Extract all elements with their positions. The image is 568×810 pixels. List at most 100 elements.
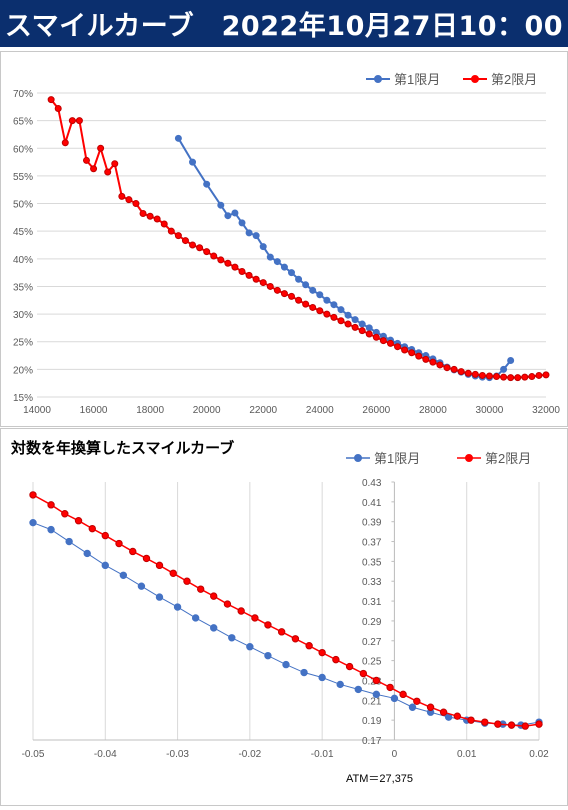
- data-point: [88, 524, 96, 533]
- data-point: [224, 259, 232, 267]
- x-tick-label: 0.01: [457, 749, 477, 760]
- data-point: [203, 248, 211, 256]
- data-point: [305, 642, 313, 650]
- y-tick-label: 0.25: [362, 657, 382, 668]
- data-point: [464, 369, 472, 377]
- data-point: [97, 144, 105, 152]
- chart-title: 対数を年換算したスマイルカーブ: [11, 439, 235, 457]
- data-point: [394, 343, 402, 351]
- data-point: [413, 697, 421, 705]
- data-point: [238, 268, 246, 276]
- annualized-smile-curve-chart: -0.05 -0.04 -0.03 -0.02 -0.01 0 0.01 0.02 0.17 0.…: [22, 451, 550, 785]
- data-point: [101, 531, 109, 540]
- chart-panel-annualized-smile-curve: 対数を年換算したスマイルカーブ -0.05 -0.04 -0.03 -0.02 -0.0…: [0, 428, 568, 806]
- series-line: [50, 99, 547, 379]
- legend-label: 第2限月: [485, 451, 531, 466]
- x-tick-label: 16000: [80, 405, 108, 416]
- data-point: [415, 352, 423, 360]
- data-point: [330, 313, 338, 321]
- y-tick-label: 0.37: [362, 538, 382, 549]
- data-point: [542, 371, 550, 379]
- data-point: [358, 320, 366, 328]
- data-point: [197, 585, 205, 593]
- data-point: [169, 569, 177, 577]
- data-point: [173, 603, 182, 611]
- y-tick-label: 30%: [13, 310, 33, 321]
- data-point: [288, 269, 295, 277]
- data-point: [203, 180, 211, 188]
- data-point: [408, 703, 417, 711]
- x-tick-label: 32000: [532, 405, 560, 416]
- legend-label: 第1限月: [374, 451, 420, 466]
- data-point: [429, 358, 437, 366]
- data-point: [259, 279, 267, 287]
- y-tick-label: 35%: [13, 282, 33, 293]
- data-point: [457, 368, 465, 376]
- data-point: [493, 373, 501, 381]
- x-tick-label: 20000: [193, 405, 221, 416]
- y-tick-label: 25%: [13, 338, 33, 349]
- x-tick-label: -0.02: [238, 749, 261, 760]
- x-tick-label: -0.03: [166, 749, 189, 760]
- data-point: [29, 491, 37, 499]
- data-point: [111, 160, 119, 168]
- data-point: [481, 718, 489, 726]
- x-tick-label: 14000: [23, 405, 51, 416]
- data-point: [372, 676, 381, 685]
- legend-marker: [471, 75, 479, 83]
- series-line: [32, 494, 540, 727]
- chart-panel-smile-curve: 15% 20% 25% 30% 35% 40% 45% 50% 55% 60% 65% 70% 1400…: [0, 51, 568, 427]
- x-tick-label: 28000: [419, 405, 447, 416]
- data-point: [104, 168, 112, 176]
- data-point: [318, 673, 326, 682]
- data-point: [273, 286, 281, 294]
- data-point: [139, 209, 147, 217]
- data-point: [231, 263, 239, 271]
- data-point: [132, 200, 140, 208]
- data-point: [485, 372, 493, 380]
- data-point: [210, 624, 218, 632]
- data-point: [155, 561, 164, 570]
- data-point: [146, 212, 154, 220]
- x-tick-label: -0.01: [311, 749, 334, 760]
- data-point: [379, 337, 387, 345]
- data-point: [196, 244, 204, 252]
- data-point: [251, 614, 259, 622]
- data-point: [330, 301, 338, 309]
- data-point: [507, 721, 516, 729]
- y-tick-label: 45%: [13, 227, 33, 238]
- y-tick-label: 0.19: [362, 716, 382, 727]
- y-tick-label: 0.41: [362, 498, 382, 509]
- data-point: [74, 517, 83, 525]
- data-point: [246, 643, 254, 651]
- y-tick-label: 0.29: [362, 617, 382, 628]
- data-point: [266, 253, 274, 261]
- data-point: [137, 582, 146, 590]
- data-point: [266, 282, 274, 290]
- data-point: [210, 592, 218, 600]
- data-point: [295, 296, 303, 304]
- y-tick-label: 0.35: [362, 557, 382, 568]
- y-tick-label: 0.33: [362, 577, 382, 588]
- x-tick-label: 24000: [306, 405, 334, 416]
- y-tick-label: 15%: [13, 393, 33, 404]
- data-point: [119, 571, 128, 579]
- data-point: [345, 662, 354, 671]
- data-point: [336, 680, 344, 689]
- x-tick-label: 26000: [362, 405, 390, 416]
- x-tick-label: -0.05: [22, 749, 45, 760]
- data-point: [302, 300, 310, 308]
- data-point: [61, 510, 69, 518]
- data-point: [282, 660, 290, 669]
- data-point: [174, 232, 182, 240]
- atm-annotation: ATM＝27,375: [346, 773, 413, 785]
- data-point: [309, 286, 317, 294]
- data-point: [191, 614, 200, 622]
- data-point: [228, 634, 236, 642]
- data-point: [316, 307, 324, 315]
- legend-marker: [374, 75, 382, 83]
- data-point: [358, 327, 366, 335]
- y-tick-label: 0.21: [362, 696, 382, 707]
- data-point: [372, 690, 381, 699]
- y-tick-label: 40%: [13, 255, 33, 266]
